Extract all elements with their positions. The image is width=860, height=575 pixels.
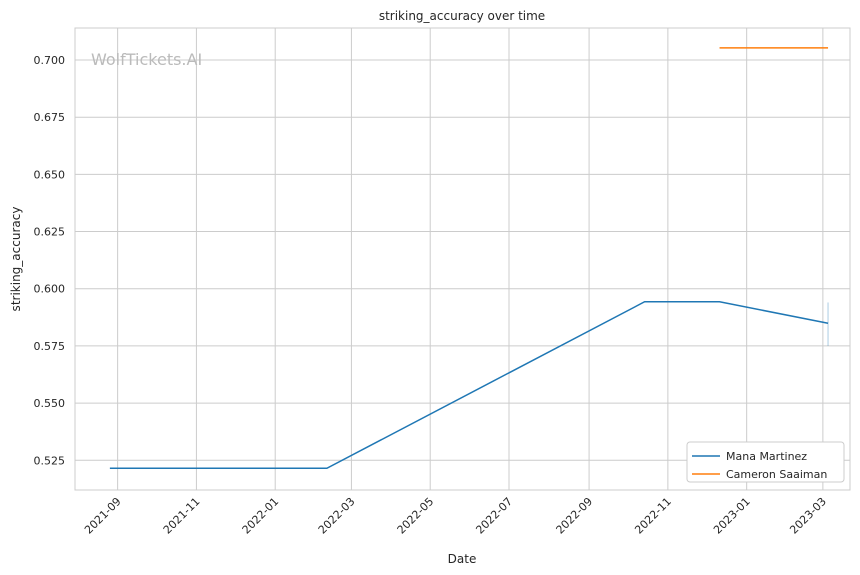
- y-tick-label: 0.675: [34, 111, 66, 124]
- x-tick-label: 2023-01: [711, 495, 753, 537]
- y-tick-label: 0.550: [34, 397, 66, 410]
- watermark: WolfTickets.AI: [91, 50, 202, 69]
- x-tick-label: 2022-01: [240, 495, 282, 537]
- legend: Mana Martinez Cameron Saaiman: [686, 441, 845, 483]
- x-tick-label: 2022-11: [632, 495, 674, 537]
- y-tick-label: 0.600: [34, 283, 66, 296]
- x-tick-label: 2023-03: [787, 495, 829, 537]
- legend-label: Cameron Saaiman: [726, 468, 827, 481]
- x-tick-label: 2022-03: [316, 495, 358, 537]
- legend-box: [686, 441, 845, 483]
- y-tick-label: 0.575: [34, 340, 66, 353]
- y-tick-label: 0.650: [34, 168, 66, 181]
- y-axis-label: striking_accuracy: [9, 207, 23, 312]
- series-line-mana-martinez: [109, 301, 829, 470]
- y-tick-label: 0.525: [34, 454, 66, 467]
- x-tick-label: 2022-07: [473, 495, 515, 537]
- x-tick-label: 2021-11: [161, 495, 203, 537]
- x-tick-label: 2021-09: [82, 495, 124, 537]
- y-tick-label: 0.700: [34, 54, 66, 67]
- x-tick-label: 2022-09: [554, 495, 596, 537]
- plot-frame: [74, 27, 851, 491]
- chart-title: striking_accuracy over time: [379, 9, 545, 23]
- x-axis-label: Date: [448, 552, 477, 566]
- x-tick-label: 2022-05: [395, 495, 437, 537]
- legend-label: Mana Martinez: [726, 450, 807, 463]
- y-tick-label: 0.625: [34, 226, 66, 239]
